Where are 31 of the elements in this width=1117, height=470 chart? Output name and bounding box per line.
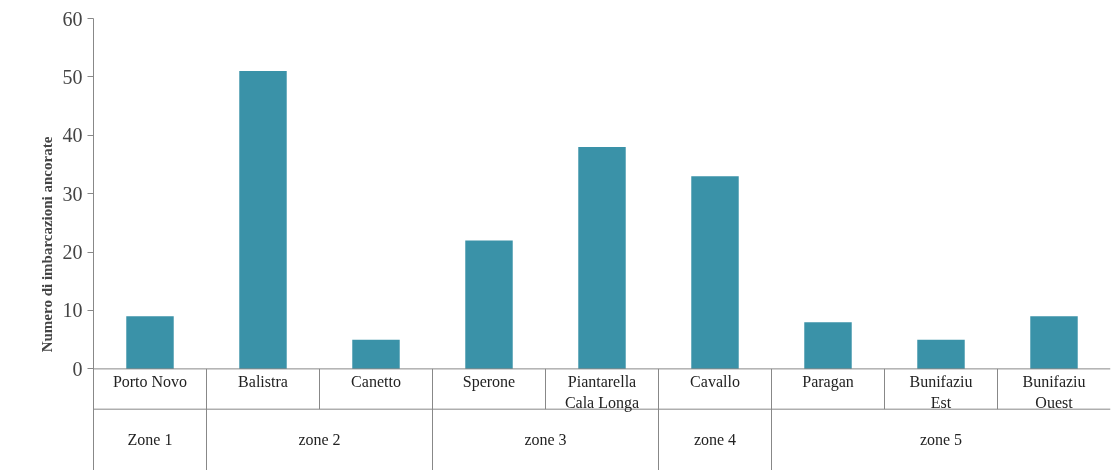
text: zone 3 [524,431,567,449]
bar [465,240,513,369]
bar [917,339,965,369]
bar [239,71,287,369]
x-tick-label: Piantarella Cala Longa [564,373,640,413]
x-tick-label: Sperone [462,373,516,392]
y-tick-label: 10 [62,299,83,322]
y-tick-label: 60 [62,7,83,30]
y-tick-label: 0 [72,357,83,380]
bar [691,176,739,369]
text: zone 2 [298,431,341,449]
text: zone 5 [919,431,963,449]
bar [1030,316,1078,369]
x-tick-label: Cavallo [690,373,740,391]
x-tick-label: Bunifaziu Est [909,373,973,412]
y-tick-label: 20 [62,241,83,264]
text: zone 4 [693,431,737,449]
bar [352,339,400,369]
y-tick-label: 40 [62,124,83,147]
x-tick-label: Bunifaziu Ouest [1022,373,1086,412]
bar [126,316,174,369]
x-tick-label: Porto Novo [112,373,188,391]
x-tick-label: Balistra [238,373,288,391]
bar [578,146,626,369]
y-tick-label: 30 [62,182,83,205]
y-axis-title: Numero di imbarcazioni ancorate [38,136,55,353]
x-tick-label: Paragan [802,373,854,392]
y-tick-label: 50 [62,65,83,88]
text: Zone 1 [127,431,173,449]
bar [804,322,852,369]
x-tick-label: Canetto [351,373,401,391]
